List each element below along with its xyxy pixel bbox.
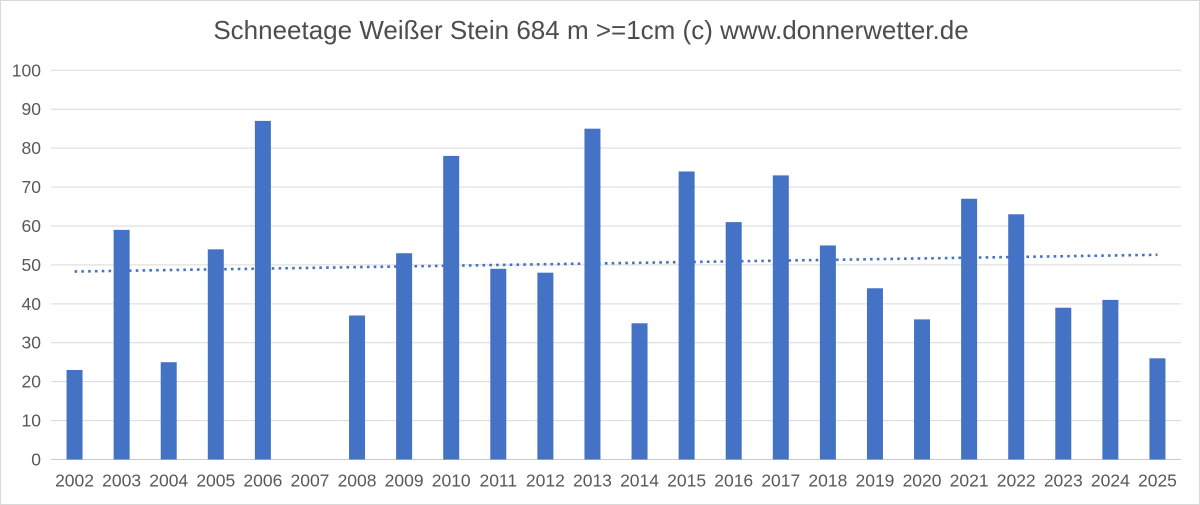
bar-2017 bbox=[772, 175, 789, 460]
x-axis-label-2007: 2007 bbox=[290, 471, 329, 491]
y-tick-label-80: 80 bbox=[22, 138, 42, 158]
x-axis-label-2025: 2025 bbox=[1138, 471, 1177, 491]
bar-2025 bbox=[1149, 358, 1166, 460]
y-tick-label-70: 70 bbox=[22, 177, 42, 197]
x-axis-label-2005: 2005 bbox=[196, 471, 235, 491]
x-axis-label-2011: 2011 bbox=[479, 471, 517, 491]
x-axis-label-2018: 2018 bbox=[808, 471, 847, 491]
y-tick-label-50: 50 bbox=[22, 255, 42, 275]
bar-2008 bbox=[349, 315, 366, 460]
bar-2022 bbox=[1008, 214, 1025, 460]
x-axis-label-2014: 2014 bbox=[620, 471, 659, 491]
bar-2004 bbox=[160, 362, 177, 460]
bar-2011 bbox=[490, 268, 507, 460]
x-axis-label-2012: 2012 bbox=[526, 471, 565, 491]
bar-2002 bbox=[66, 369, 83, 460]
bar-2020 bbox=[914, 319, 931, 460]
x-axis-label-2006: 2006 bbox=[243, 471, 282, 491]
x-axis-label-2019: 2019 bbox=[855, 471, 894, 491]
x-axis-label-2010: 2010 bbox=[432, 471, 471, 491]
y-tick-label-40: 40 bbox=[22, 294, 42, 314]
bar-2006 bbox=[254, 120, 271, 460]
chart-title: Schneetage Weißer Stein 684 m >=1cm (c) … bbox=[213, 15, 969, 45]
bar-2013 bbox=[584, 128, 601, 460]
y-tick-label-20: 20 bbox=[22, 372, 42, 392]
y-tick-label-0: 0 bbox=[31, 450, 41, 470]
y-tick-label-60: 60 bbox=[22, 216, 42, 236]
bar-2024 bbox=[1102, 299, 1119, 460]
bar-2021 bbox=[961, 198, 978, 460]
x-axis-label-2024: 2024 bbox=[1091, 471, 1130, 491]
bar-2009 bbox=[396, 253, 413, 460]
x-axis-label-2003: 2003 bbox=[102, 471, 141, 491]
x-axis-label-2002: 2002 bbox=[55, 471, 94, 491]
bar-2016 bbox=[725, 222, 742, 460]
bar-2015 bbox=[678, 171, 695, 460]
x-axis-label-2015: 2015 bbox=[667, 471, 706, 491]
y-tick-label-100: 100 bbox=[12, 60, 41, 80]
bar-2012 bbox=[537, 272, 554, 460]
x-axis-label-2016: 2016 bbox=[714, 471, 753, 491]
bar-2005 bbox=[207, 249, 224, 460]
y-tick-label-10: 10 bbox=[22, 411, 42, 431]
bar-2019 bbox=[866, 288, 883, 460]
y-tick-label-90: 90 bbox=[22, 99, 42, 119]
y-tick-label-30: 30 bbox=[22, 333, 42, 353]
trendline bbox=[74, 253, 1158, 273]
x-axis-label-2009: 2009 bbox=[385, 471, 424, 491]
bar-2018 bbox=[819, 245, 836, 460]
bar-2023 bbox=[1055, 307, 1072, 460]
x-axis-label-2020: 2020 bbox=[903, 471, 942, 491]
x-axis-label-2004: 2004 bbox=[149, 471, 188, 491]
bar-2014 bbox=[631, 323, 648, 460]
bar-2003 bbox=[113, 229, 130, 460]
x-axis-label-2023: 2023 bbox=[1044, 471, 1083, 491]
x-axis-label-2017: 2017 bbox=[761, 471, 800, 491]
x-axis-label-2013: 2013 bbox=[573, 471, 612, 491]
bar-2010 bbox=[443, 155, 460, 460]
x-axis-label-2021: 2021 bbox=[950, 471, 989, 491]
x-axis-label-2022: 2022 bbox=[997, 471, 1036, 491]
x-axis-label-2008: 2008 bbox=[338, 471, 377, 491]
